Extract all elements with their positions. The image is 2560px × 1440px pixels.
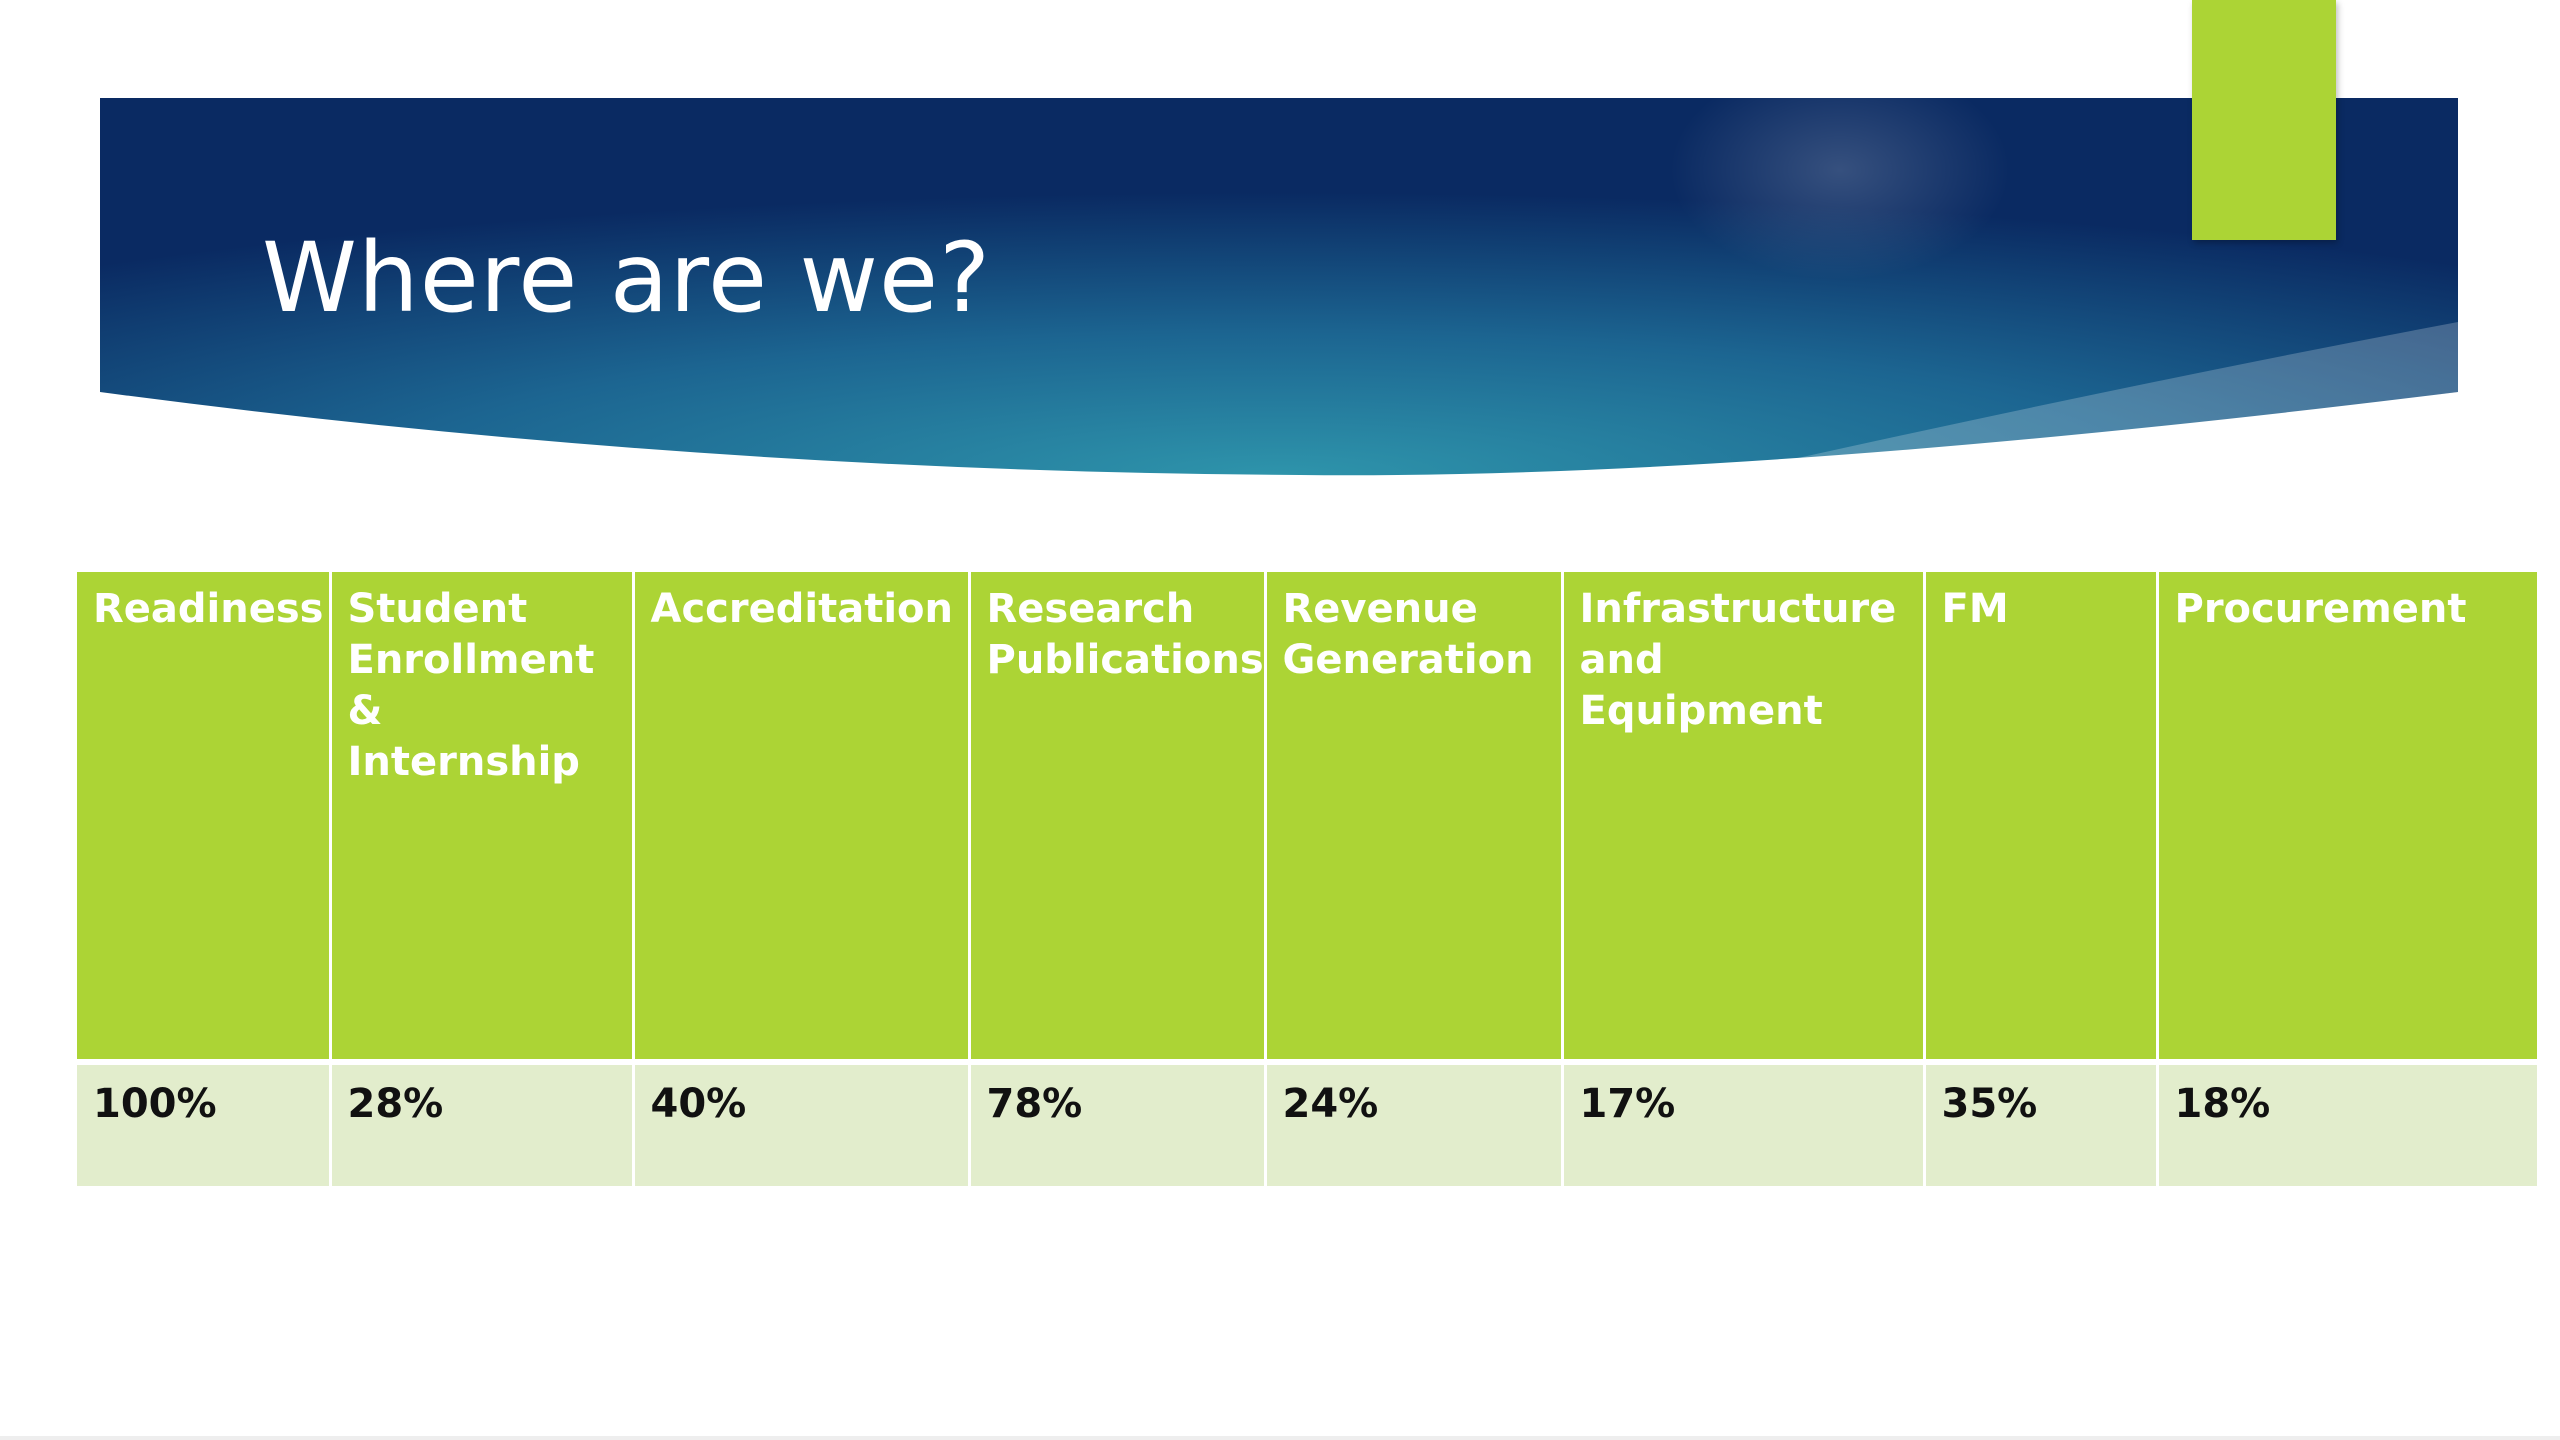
header-fm: FM — [1922, 572, 2159, 1065]
value-revenue-generation: 24% — [1263, 1062, 1564, 1186]
header-revenue-generation: Revenue Generation — [1263, 572, 1564, 1065]
header-infrastructure-equipment: Infrastructure and Equipment — [1560, 572, 1926, 1065]
header-row: Readiness Student Enrollment & Internshi… — [77, 572, 2537, 1065]
header-procurement: Procurement — [2155, 572, 2537, 1065]
header-research-publications: Research Publications — [967, 572, 1267, 1065]
value-procurement: 18% — [2155, 1062, 2537, 1186]
banner-swoosh — [1780, 322, 2458, 462]
value-accreditation: 40% — [631, 1062, 971, 1186]
value-readiness: 100% — [77, 1062, 332, 1186]
value-infrastructure-equipment: 17% — [1560, 1062, 1926, 1186]
banner-glow — [1670, 60, 2010, 280]
header-readiness: Readiness — [77, 572, 332, 1065]
value-student-enrollment-internship: 28% — [328, 1062, 635, 1186]
title-banner — [100, 60, 2458, 476]
footer-divider — [0, 1436, 2560, 1440]
value-row: 100% 28% 40% 78% 24% 17% 35% 18% — [77, 1062, 2537, 1186]
value-research-publications: 78% — [967, 1062, 1267, 1186]
slide-title: Where are we? — [262, 222, 992, 334]
header-student-enrollment-internship: Student Enrollment & Internship — [328, 572, 635, 1065]
accent-tab — [2192, 0, 2336, 240]
header-accreditation: Accreditation — [631, 572, 971, 1065]
value-fm: 35% — [1922, 1062, 2159, 1186]
status-table: Readiness Student Enrollment & Internshi… — [77, 572, 2537, 1186]
